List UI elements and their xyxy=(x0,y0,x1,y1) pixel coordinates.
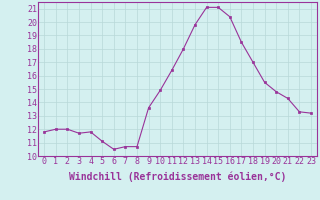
X-axis label: Windchill (Refroidissement éolien,°C): Windchill (Refroidissement éolien,°C) xyxy=(69,172,286,182)
